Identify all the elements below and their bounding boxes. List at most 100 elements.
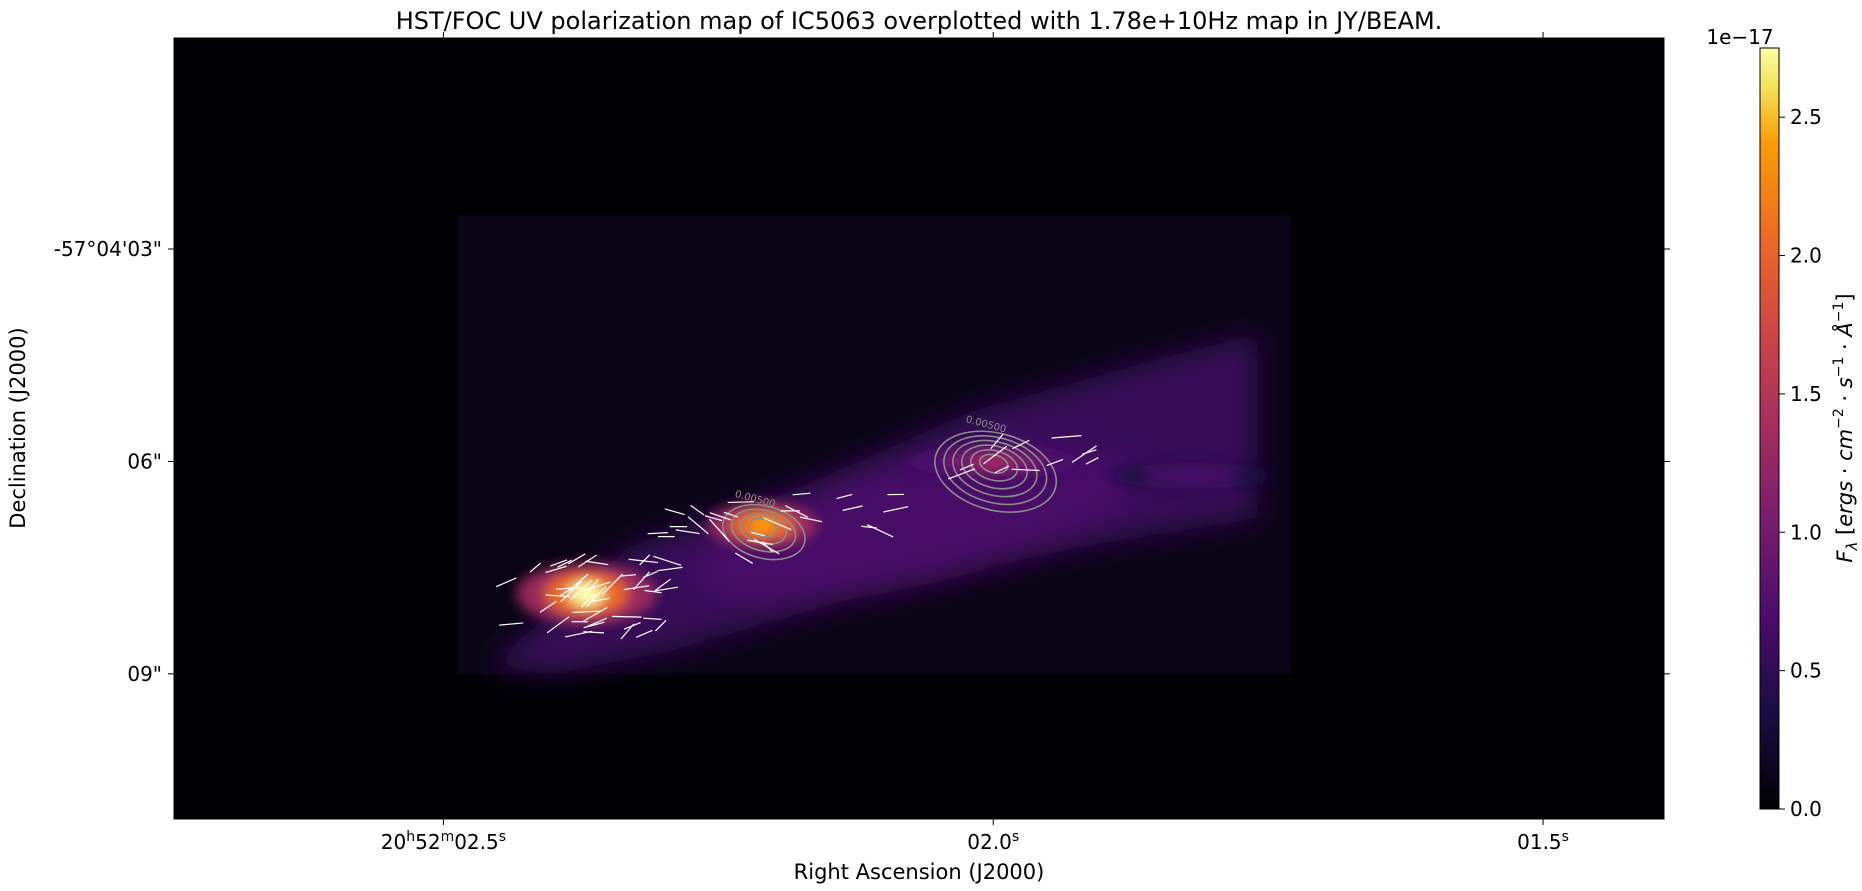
plot-frame xyxy=(173,37,1665,820)
emission-knot xyxy=(1111,462,1272,489)
polarization-vector xyxy=(727,501,754,504)
uv-emission-map xyxy=(457,215,1292,674)
polarization-vector xyxy=(842,505,863,511)
colorbar-tick-label: 0.5 xyxy=(1790,659,1822,683)
polarization-vector xyxy=(866,524,894,538)
contour-level xyxy=(730,508,797,553)
polarization-vector xyxy=(653,586,679,592)
polarization-vector xyxy=(601,573,624,595)
polarization-vector xyxy=(529,562,541,573)
polarization-vector xyxy=(545,565,567,573)
polarization-vector xyxy=(623,585,650,591)
y-axis-label: Declination (J2000) xyxy=(6,327,30,528)
polarization-vector xyxy=(581,594,595,608)
polarization-vector xyxy=(734,552,754,564)
polarization-vector xyxy=(585,560,609,566)
polarization-vector xyxy=(545,594,571,598)
colorbar-label: Fλ [ergs · cm−2 · s−1 · Å−1] xyxy=(1831,293,1861,562)
polarization-vector xyxy=(539,600,557,613)
polarization-vector xyxy=(620,623,635,640)
polarization-vector xyxy=(687,516,709,535)
polarization-vector xyxy=(657,566,683,572)
polarization-vector xyxy=(1011,468,1040,472)
polarization-vector xyxy=(959,463,974,471)
contour-level xyxy=(721,503,806,561)
polarization-vector xyxy=(664,508,685,516)
polarization-vector xyxy=(567,553,586,565)
polarization-vector xyxy=(546,616,570,634)
colorbar-offset-label: 1e−17 xyxy=(1706,25,1773,49)
polarization-vector xyxy=(994,465,1010,474)
y-tick-label: -57°04'03" xyxy=(54,237,162,261)
colorbar-gradient xyxy=(1759,47,1780,810)
polarization-vector xyxy=(983,445,1008,465)
polarization-vector xyxy=(785,505,809,518)
polarization-vector xyxy=(763,517,792,531)
polarization-vector xyxy=(583,581,611,592)
diffuse-emission xyxy=(487,333,1258,674)
polarization-vector xyxy=(586,586,607,607)
colorbar-tick-label: 0.0 xyxy=(1790,797,1822,821)
polarization-vector xyxy=(556,586,581,590)
colorbar-tick-label: 2.5 xyxy=(1790,105,1822,129)
polarization-vector xyxy=(633,571,650,590)
polarization-vector xyxy=(499,622,524,626)
polarization-vector xyxy=(753,538,780,555)
polarization-vector xyxy=(883,506,909,513)
y-tick-label: 09" xyxy=(127,662,162,686)
polarization-vector xyxy=(792,492,811,496)
jet-core-glow xyxy=(691,447,1141,604)
polarization-vector xyxy=(557,559,572,568)
polarization-vector xyxy=(947,468,976,480)
polarization-vector xyxy=(550,559,568,567)
emission-knot xyxy=(707,502,818,548)
chart-title: HST/FOC UV polarization map of IC5063 ov… xyxy=(396,7,1443,35)
colorbar-tick-label: 1.0 xyxy=(1790,520,1822,544)
polarization-vector xyxy=(612,615,642,618)
polarization-vector xyxy=(587,617,608,627)
polarization-vector xyxy=(1081,449,1097,455)
polarization-vector xyxy=(581,578,600,600)
polarization-vector xyxy=(644,589,662,594)
polarization-vector xyxy=(1012,439,1030,450)
x-tick-label: 01.5s xyxy=(1517,829,1569,854)
polarization-vector xyxy=(1051,435,1082,439)
x-tick-label: 02.0s xyxy=(967,829,1019,854)
polarization-vector xyxy=(653,555,682,566)
contour-level xyxy=(961,444,1028,490)
polarization-vector xyxy=(709,512,731,521)
polarization-vector xyxy=(799,516,823,523)
polarization-vector xyxy=(690,504,705,516)
y-tick-label: 06" xyxy=(127,449,162,473)
contour-level xyxy=(934,430,1058,513)
polarization-vector xyxy=(591,597,610,603)
polarization-vector xyxy=(643,617,662,620)
knot-peak xyxy=(1171,470,1212,481)
contour-level xyxy=(952,439,1038,498)
polarization-vector xyxy=(572,610,602,614)
polarization-vector xyxy=(990,433,1004,450)
polarization-vector xyxy=(718,529,730,542)
y-axis: -57°04'03" 06" 09" xyxy=(54,237,1670,686)
colorbar-tick-label: 1.5 xyxy=(1790,382,1822,406)
polarization-vector xyxy=(639,554,651,566)
polarization-vector xyxy=(723,511,738,518)
polarization-vector xyxy=(570,579,593,600)
x-axis-label: Right Ascension (J2000) xyxy=(794,860,1045,884)
x-axis: 20h52m02.5s 02.0s 01.5s xyxy=(381,32,1569,854)
polarization-vector xyxy=(582,606,608,623)
polarization-vector xyxy=(564,630,592,638)
compact-emission xyxy=(516,444,1272,625)
polarization-vector xyxy=(655,578,671,591)
polarization-vector xyxy=(1085,457,1099,465)
colorbar-tick-label: 2.0 xyxy=(1790,244,1822,268)
polarization-vector xyxy=(635,629,653,638)
colorbar: 0.0 0.5 1.0 1.5 2.0 2.5 1e−17 Fλ [ergs · cm−2… xyxy=(1706,25,1861,821)
polarization-vectors xyxy=(495,433,1099,640)
polarization-vector xyxy=(647,532,668,535)
polarization-vector xyxy=(704,515,723,522)
x-tick-label: 20h52m02.5s xyxy=(381,829,506,854)
